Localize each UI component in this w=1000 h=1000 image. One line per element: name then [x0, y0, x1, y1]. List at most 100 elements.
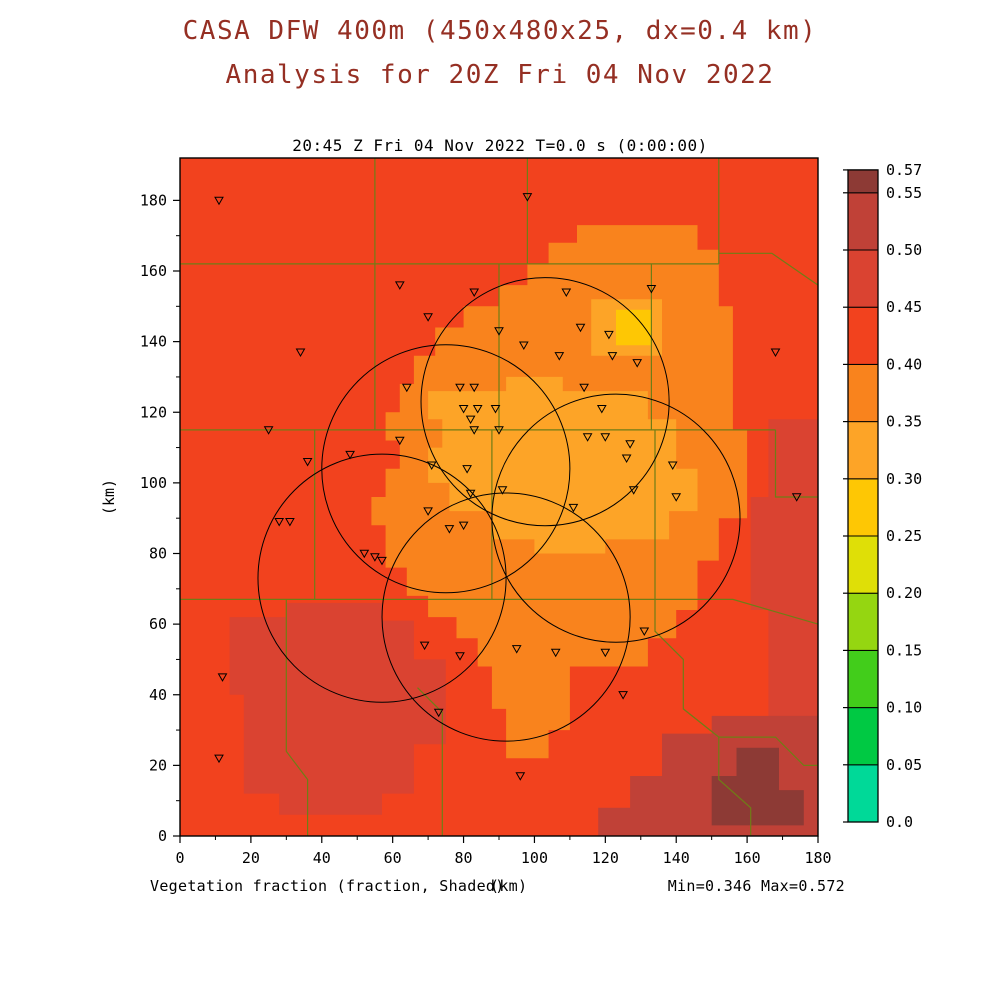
x-tick-label: 120 — [592, 849, 619, 867]
station-marker — [618, 691, 628, 700]
station-marker — [462, 465, 472, 474]
colorbar-tick-label: 0.05 — [886, 756, 922, 774]
colorbar-tick-label: 0.20 — [886, 584, 922, 602]
station-marker — [575, 323, 586, 333]
colorbar-cell — [847, 649, 879, 709]
y-tick-label: 100 — [140, 474, 167, 492]
station-marker — [494, 426, 504, 435]
station-marker — [770, 348, 781, 358]
colorbar-cell — [847, 192, 879, 251]
y-tick-label: 0 — [158, 827, 167, 845]
county-boundary-line — [417, 687, 443, 836]
x-tick-label: 140 — [663, 849, 690, 867]
station-marker — [490, 405, 501, 414]
station-marker — [600, 433, 611, 442]
station-marker — [515, 772, 526, 781]
colorbar-tick-label: 0.35 — [886, 413, 922, 431]
station-marker — [295, 348, 306, 358]
station-marker — [639, 627, 650, 637]
x-tick-label: 100 — [521, 849, 548, 867]
station-marker — [469, 288, 480, 298]
station-marker — [625, 440, 635, 449]
colorbar-tick-label: 0.55 — [886, 184, 922, 202]
station-marker-layer — [214, 193, 802, 781]
station-marker — [394, 436, 405, 446]
county-boundary-line — [285, 599, 309, 836]
station-marker — [394, 281, 405, 290]
colorbar-tick-label: 0.0 — [886, 813, 913, 831]
station-marker — [433, 708, 444, 718]
station-marker — [426, 461, 437, 471]
y-tick-label: 180 — [140, 191, 167, 209]
station-marker — [582, 433, 593, 442]
y-tick-label: 120 — [140, 403, 167, 421]
colorbar-cell — [847, 363, 879, 423]
colorbar-tick-label: 0.30 — [886, 470, 922, 488]
colorbar-tick-label: 0.57 — [886, 161, 922, 179]
x-tick-label: 0 — [175, 849, 184, 867]
station-marker — [465, 415, 476, 425]
x-tick-label: 60 — [384, 849, 402, 867]
station-marker — [285, 518, 295, 527]
county-boundary-line — [774, 429, 818, 498]
station-marker — [494, 327, 504, 336]
y-tick-label: 160 — [140, 262, 167, 280]
station-marker — [465, 489, 476, 499]
x-tick-label: 80 — [455, 849, 473, 867]
colorbar-tick-label: 0.15 — [886, 641, 922, 659]
colorbar: 0.0 0.05 0.10 0.15 0.20 0.25 0.30 0.35 0.40 0.45 0… — [843, 161, 922, 831]
station-marker — [214, 754, 224, 764]
station-marker — [458, 405, 469, 414]
station-marker — [370, 553, 380, 562]
station-marker — [667, 461, 678, 471]
station-marker — [472, 405, 483, 414]
station-marker — [497, 486, 508, 495]
plot-timestamp: 20:45 Z Fri 04 Nov 2022 T=0.0 s (0:00:00… — [292, 136, 707, 155]
figure-title: CASA DFW 400m (450x480x25, dx=0.4 km) — [182, 16, 818, 46]
station-marker — [217, 673, 228, 682]
station-marker — [579, 383, 589, 393]
station-marker — [401, 383, 412, 393]
station-marker — [423, 507, 433, 516]
county-boundary-line — [654, 599, 752, 836]
station-marker — [646, 285, 657, 294]
field-region-0.30-0.35 — [428, 376, 698, 554]
station-marker — [302, 458, 313, 467]
station-marker — [522, 193, 533, 202]
minmax-stats: Min=0.346 Max=0.572 — [668, 877, 845, 895]
colorbar-cell — [847, 306, 879, 365]
station-marker — [607, 352, 618, 361]
y-tick-label: 60 — [149, 615, 167, 633]
figure-subtitle: Analysis for 20Z Fri 04 Nov 2022 — [225, 60, 775, 90]
y-axis-label: (km) — [100, 479, 118, 515]
y-tick-label: 20 — [149, 756, 167, 774]
station-marker — [419, 641, 430, 651]
station-marker — [632, 359, 643, 368]
x-tick-label: 180 — [804, 849, 831, 867]
station-marker — [214, 196, 224, 206]
axes-layer: 0 20 40 60 80 100 120 140 160 180 0 20 40 60 80 100 120 1… — [140, 157, 832, 867]
colorbar-tick-label: 0.45 — [886, 298, 922, 316]
colorbar-tick-label: 0.50 — [886, 241, 922, 259]
radar-range-ring-layer — [257, 277, 741, 742]
station-marker — [671, 493, 682, 502]
field-label: Vegetation fraction (fraction, Shaded) — [150, 877, 505, 895]
station-marker — [554, 352, 565, 361]
colorbar-cell — [847, 421, 879, 480]
station-marker — [345, 450, 355, 460]
station-marker — [604, 330, 614, 340]
colorbar-tick-label: 0.10 — [886, 699, 922, 717]
station-marker — [628, 486, 639, 495]
colorbar-border — [847, 169, 879, 823]
station-marker — [274, 518, 285, 527]
station-marker — [359, 549, 370, 559]
station-marker — [458, 521, 469, 531]
station-marker — [561, 288, 572, 298]
station-marker — [596, 405, 607, 414]
county-boundary-line — [655, 598, 818, 625]
station-marker — [600, 648, 611, 658]
county-boundary-line — [718, 736, 818, 767]
radar-range-ring — [381, 492, 631, 742]
